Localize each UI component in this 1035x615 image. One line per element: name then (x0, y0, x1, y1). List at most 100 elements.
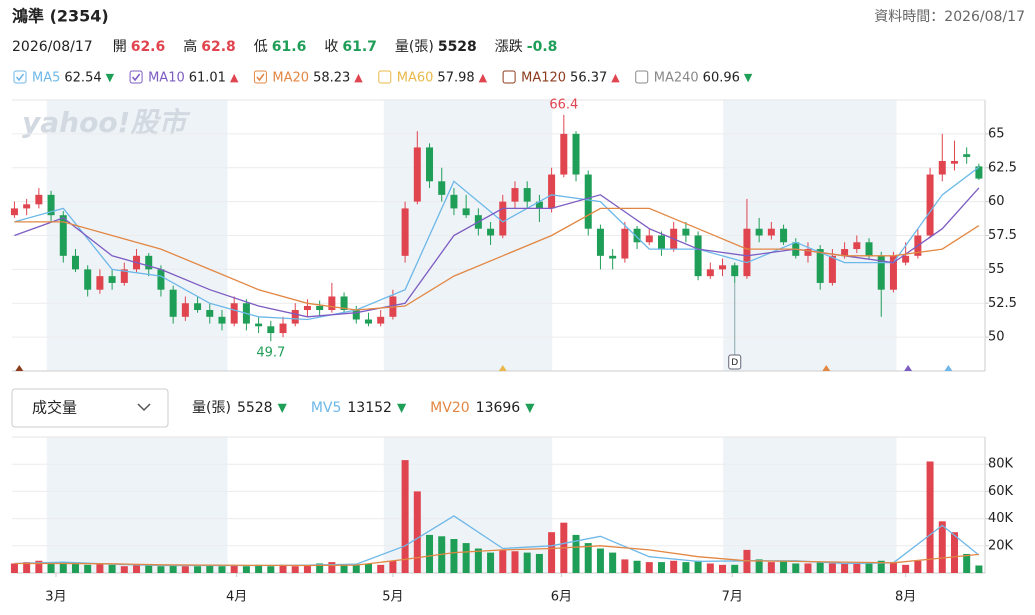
volume-bar (548, 532, 556, 573)
candle-body (462, 208, 470, 216)
event-box (728, 354, 742, 370)
legend-checkbox[interactable] (253, 70, 267, 84)
volume-bar (279, 564, 287, 573)
ma-line (14, 545, 979, 567)
volume-bar (499, 549, 507, 573)
volume-bar (511, 551, 519, 573)
candle-body (169, 289, 177, 317)
candle-body (731, 265, 739, 277)
quote-value: 62.8 (201, 39, 236, 55)
volume-bar (340, 564, 348, 573)
volume-bar (389, 560, 397, 573)
volume-bar (694, 560, 702, 573)
candle-body (194, 303, 202, 311)
volume-bar (169, 564, 177, 573)
candle-body (535, 201, 543, 209)
candle-body (303, 305, 311, 311)
quote-value: 61.6 (272, 39, 307, 55)
dropdown-label[interactable]: 成交量 (32, 399, 77, 417)
volume-legend-value: 13152 (347, 400, 392, 416)
legend-value: 56.37 (570, 71, 607, 86)
y-tick-label: 60 (988, 194, 1005, 209)
volume-bar (633, 560, 641, 573)
candle-body (596, 228, 604, 256)
candle-body (511, 188, 519, 202)
volume-bar (816, 562, 824, 573)
ma-line (14, 166, 980, 321)
volume-bar (645, 562, 653, 573)
legend-checkbox[interactable] (13, 70, 27, 84)
legend-trend: ▼ (744, 71, 753, 84)
candle-body (426, 147, 434, 182)
quote-value: -0.8 (527, 39, 558, 55)
volume-legend-trend: ▼ (525, 401, 535, 415)
indicator-dropdown[interactable] (11, 388, 169, 428)
volume-bar (657, 562, 665, 573)
volume-bar (841, 563, 849, 573)
candle-body (487, 228, 495, 236)
volume-legend-name: 量(張) (192, 400, 231, 416)
legend-value: 60.96 (703, 71, 740, 86)
volume-bar (963, 553, 971, 573)
candle-body (450, 194, 458, 209)
y-tick-label: 40K (988, 511, 1014, 526)
candle-body (499, 201, 507, 236)
quote-label: 低 (254, 39, 268, 55)
volume-bar (804, 563, 812, 573)
volume-bar (877, 560, 885, 573)
candle-body (963, 154, 971, 157)
y-tick-label: 20K (988, 538, 1014, 553)
volume-bar (572, 534, 580, 573)
legend-checkbox[interactable] (502, 70, 516, 84)
candle-body (364, 319, 372, 324)
candle-body (218, 316, 226, 324)
candle-body (828, 255, 836, 283)
volume-legend-name: MV5 (311, 400, 342, 416)
volume-bar (914, 560, 922, 573)
candle-body (145, 255, 153, 270)
candle-body (523, 188, 531, 202)
x-tick-label: 4月 (226, 590, 247, 605)
candle-body (841, 249, 849, 256)
quote-value: 62.6 (131, 39, 166, 55)
candle-body (316, 305, 324, 311)
legend-value: 61.01 (189, 71, 226, 86)
volume-bar (47, 563, 55, 573)
extreme-label: 66.4 (549, 97, 578, 112)
volume-bar (181, 566, 189, 573)
volume-bar (157, 566, 165, 573)
volume-bar (23, 562, 31, 573)
y-tick-label: 62.5 (988, 160, 1017, 175)
volume-bar (145, 564, 153, 573)
candle-body (96, 276, 104, 290)
volume-bar (230, 564, 238, 573)
volume-bar (267, 566, 275, 573)
candle-body (230, 303, 238, 324)
volume-bar (255, 564, 263, 573)
quote-label: 漲跌 (495, 39, 523, 55)
volume-bar (218, 566, 226, 573)
candle-body (47, 194, 55, 216)
legend-name: MA60 (397, 71, 434, 86)
legend-checkbox[interactable] (129, 70, 143, 84)
legend-name: MA240 (654, 71, 699, 86)
quote-value: 61.7 (342, 39, 377, 55)
volume-bar (889, 562, 897, 573)
volume-bar (792, 563, 800, 573)
volume-bar (401, 460, 409, 573)
y-tick-label: 55 (988, 262, 1005, 277)
legend-name: MA120 (521, 71, 566, 86)
quote-date: 2026/08/17 (12, 39, 93, 55)
candle-body (975, 166, 983, 179)
legend-trend: ▲ (479, 71, 488, 84)
legend-checkbox[interactable] (378, 70, 392, 84)
candle-body (645, 235, 653, 243)
candle-body (84, 269, 92, 290)
data-time: 資料時間：2026/08/17 (874, 9, 1025, 25)
candle-body (889, 255, 897, 290)
legend-checkbox[interactable] (635, 70, 649, 84)
signal-marker (822, 365, 831, 371)
volume-bar (133, 564, 141, 573)
candle-body (71, 255, 79, 270)
